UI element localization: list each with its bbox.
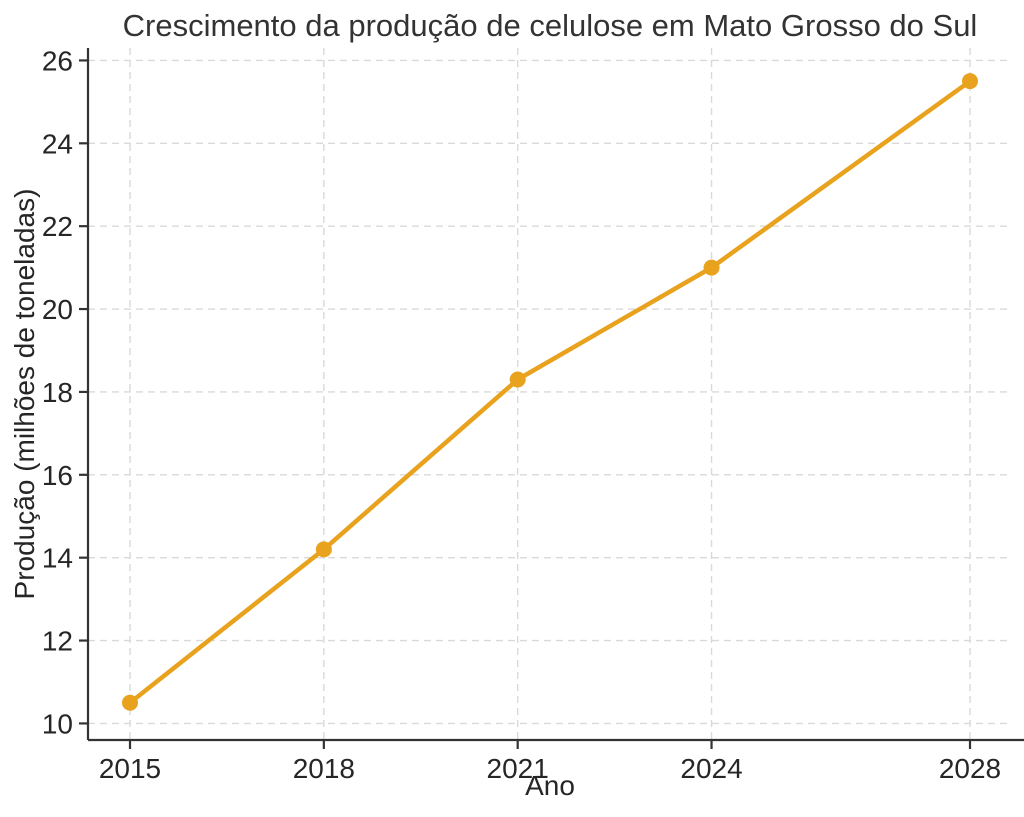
x-tick-label: 2015 (99, 753, 161, 784)
chart-title: Crescimento da produção de celulose em M… (122, 8, 978, 43)
x-tick-label: 2018 (293, 753, 355, 784)
y-tick-label: 22 (42, 211, 73, 242)
y-tick-label: 14 (42, 543, 73, 574)
y-tick-label: 10 (42, 708, 73, 739)
data-point-marker (703, 259, 720, 276)
y-tick-label: 12 (42, 626, 73, 657)
x-tick-label: 2021 (487, 753, 549, 784)
x-tick-label: 2024 (680, 753, 742, 784)
y-tick-label: 16 (42, 460, 73, 491)
y-tick-label: 24 (42, 128, 73, 159)
y-tick-label: 18 (42, 377, 73, 408)
x-tick-label: 2028 (939, 753, 1001, 784)
y-axis-label: Produção (milhões de toneladas) (9, 188, 40, 600)
data-point-marker (509, 371, 526, 388)
data-point-marker (315, 541, 332, 558)
y-tick-label: 20 (42, 294, 73, 325)
x-axis-label: Ano (525, 770, 575, 801)
y-tick-label: 26 (42, 45, 73, 76)
data-point-marker (122, 694, 138, 711)
data-point-marker (962, 73, 978, 90)
